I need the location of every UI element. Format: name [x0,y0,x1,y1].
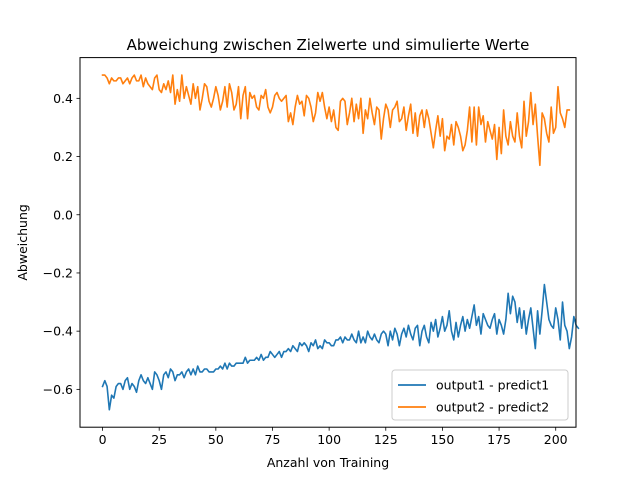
y-tick-label: 0.2 [53,149,73,164]
x-tick-label: 175 [487,432,511,447]
series-line-1 [101,283,580,411]
plot-area [101,74,580,411]
y-axis: −0.6 −0.4 −0.2 0.0 0.2 0.4 [43,91,80,397]
legend-box [391,369,569,421]
y-tick-label: −0.2 [43,265,73,280]
x-tick-label: 0 [99,432,107,447]
x-tick-label: 75 [265,432,281,447]
legend-label-output1: output1 - predict1 [436,378,549,393]
legend: output1 - predict1 output2 - predict2 [391,369,569,421]
series-line-2 [101,74,571,167]
y-tick-label: −0.6 [43,382,73,397]
legend-label-output2: output2 - predict2 [436,400,549,415]
x-tick-label: 100 [317,432,341,447]
x-tick-label: 125 [374,432,398,447]
x-tick-label: 50 [208,432,224,447]
y-tick-label: 0.4 [53,91,73,106]
x-axis: 0 25 50 75 100 125 150 175 200 [99,427,568,447]
x-tick-label: 25 [151,432,167,447]
y-axis-label: Abweichung [15,204,30,280]
chart-title: Abweichung zwischen Zielwerte und simuli… [127,36,530,54]
y-tick-label: 0.0 [53,207,73,222]
plot-frame [79,57,577,428]
x-tick-label: 150 [430,432,454,447]
y-tick-label: −0.4 [43,324,73,339]
x-tick-label: 200 [544,432,568,447]
x-axis-label: Anzahl von Training [267,455,389,470]
